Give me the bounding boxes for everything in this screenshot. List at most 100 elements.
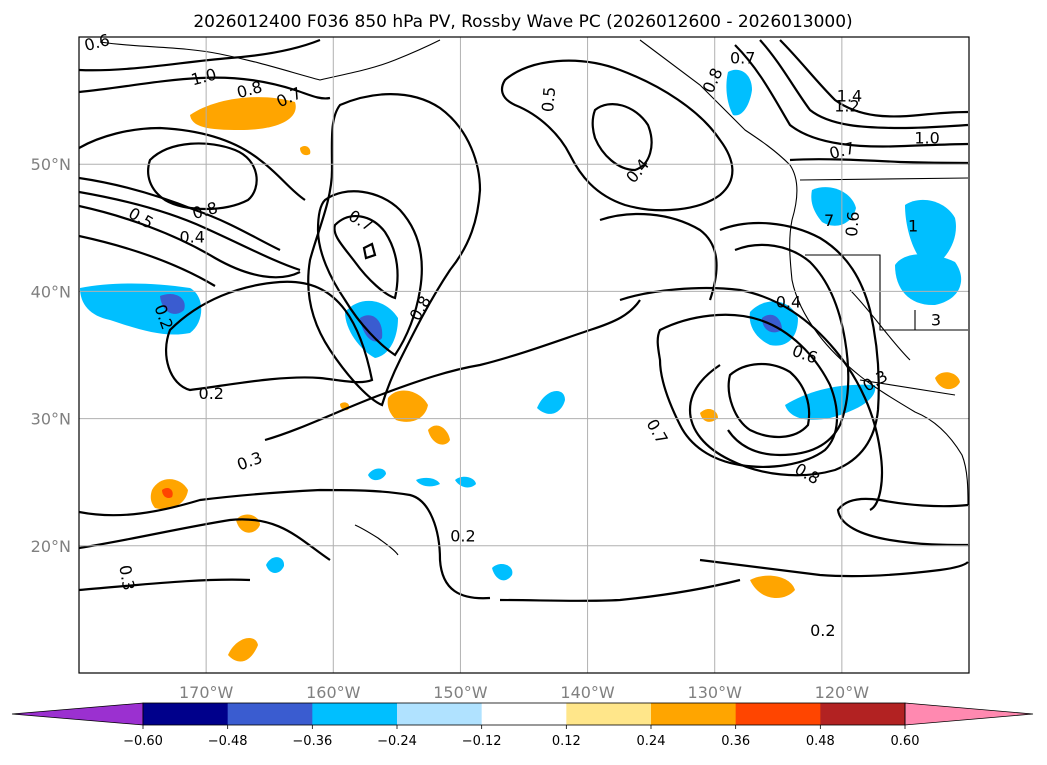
contour-label-text: 0.7 [730, 48, 755, 67]
colorbar-bin [143, 703, 229, 725]
pv-contour-trough [316, 190, 423, 357]
pv-contours [79, 38, 969, 602]
colorbar-extend-low [11, 702, 144, 726]
pos-pv-core [162, 487, 173, 499]
coastlines [99, 39, 969, 556]
pv-contour-line [779, 39, 969, 118]
contour-label-text: 3 [931, 310, 941, 329]
hawaii-islands [354, 524, 399, 556]
colorbar-bin [735, 703, 821, 725]
pv-shading [80, 69, 962, 662]
lon-tick-label: 170°W [179, 683, 234, 702]
pv-contour-line [727, 243, 850, 457]
colorbar-tick-label: 0.48 [806, 734, 835, 749]
pos-pv-blob [190, 97, 296, 130]
contour-label: 0.2 [199, 384, 224, 403]
colorbar-tick-label: 0.60 [891, 734, 920, 749]
pv-contour-loop [727, 362, 811, 439]
contour-label: 0.4 [776, 293, 801, 312]
pos-pv-blob [750, 575, 795, 599]
contour-label: 0.5 [538, 86, 559, 113]
pv-contour-ridge [500, 59, 734, 212]
state-border [805, 254, 916, 331]
pv-contour-line [599, 212, 718, 301]
colorbar-bin [820, 703, 906, 725]
pv-contour-line [836, 497, 969, 547]
colorbar-bin [397, 703, 483, 725]
pv-contour-line [79, 488, 491, 600]
pv-contour-trough [307, 93, 482, 407]
us-canada-border [799, 177, 969, 181]
pv-contour-line [79, 518, 331, 561]
colorbar-tick-label: −0.12 [462, 734, 502, 749]
pv-contour-line [79, 176, 281, 251]
contour-label: 1 [908, 216, 918, 235]
neg-pv-blob [905, 199, 956, 268]
pos-pv-blob [387, 390, 428, 422]
pv-contour-line [699, 558, 969, 578]
pv-contour-line [759, 39, 969, 130]
contour-label-text: 0.3 [115, 564, 138, 592]
pos-pv-blob [300, 145, 311, 156]
pos-pv-blob [228, 637, 258, 662]
lon-tick-label: 130°W [688, 683, 743, 702]
pv-contour-line [79, 76, 331, 100]
pos-pv-blob [428, 425, 450, 445]
north-america-coast [639, 39, 969, 506]
contour-label-text: 0.2 [450, 527, 475, 546]
neg-pv-blob [368, 468, 386, 481]
pv-contour-line [734, 44, 969, 148]
contour-label-text: 0.6 [842, 211, 863, 238]
colorbar-bin [312, 703, 398, 725]
neg-pv-blob [416, 477, 440, 487]
neg-pv-core [160, 293, 185, 314]
contour-label-text: 1.2 [834, 97, 859, 116]
state-border [849, 289, 911, 361]
contour-label: 1.4 [837, 87, 862, 106]
pv-contour-line [499, 578, 741, 602]
axis-tick-labels: 170°W 160°W 150°W 140°W 130°W 120°W 50°N 40°N 30… [31, 155, 870, 702]
map-panel [78, 36, 970, 674]
pv-contour-line [79, 38, 321, 72]
lat-tick-label: 40°N [31, 282, 71, 301]
neg-pv-blob [537, 390, 565, 414]
colorbar-tick-label: 0.12 [552, 734, 581, 749]
contour-label: 0.3 [115, 564, 138, 592]
pv-contour-trough [333, 215, 399, 300]
colorbar-tick-label: 0.36 [721, 734, 750, 749]
contour-label-text: 7 [824, 211, 834, 230]
colorbar-extend-high [904, 702, 1034, 726]
lon-tick-label: 140°W [560, 683, 615, 702]
colorbar-tick-label: 0.24 [637, 734, 666, 749]
lon-tick-label: 150°W [433, 683, 488, 702]
colorbar-tick-label: −0.36 [292, 734, 332, 749]
pv-contour-line [79, 204, 301, 279]
pv-contour-line [656, 313, 839, 468]
contour-label-text: 0.2 [199, 384, 224, 403]
pos-pv-blob [935, 372, 960, 390]
pv-contour-line [79, 234, 216, 287]
neg-pv-blob [726, 69, 752, 116]
neg-pv-blob [266, 557, 285, 573]
neg-pv-blob [811, 187, 856, 226]
contour-label: 0.6 [842, 211, 863, 238]
colorbar-tick-label: −0.60 [123, 734, 163, 749]
lon-tick-label: 120°W [815, 683, 870, 702]
pv-contour-line [789, 158, 969, 165]
contour-label-text: 1 [908, 216, 918, 235]
contour-label: 0.4 [179, 228, 204, 247]
colorbar-bin [227, 703, 313, 725]
neg-pv-core [360, 315, 383, 342]
contour-label-text: 1.0 [914, 128, 939, 147]
contour-label: 1.2 [834, 97, 859, 116]
us-mexico-border [859, 379, 956, 396]
pv-contour-line [79, 190, 301, 272]
neg-pv-blob [895, 254, 962, 306]
chart-title: 2026012400 F036 850 hPa PV, Rossby Wave … [193, 12, 852, 32]
contour-label-text: 0.5 [538, 86, 559, 113]
colorbar-tick-label: −0.24 [377, 734, 417, 749]
colorbar-bin [566, 703, 652, 725]
contour-label: 0.2 [450, 527, 475, 546]
lat-tick-label: 20°N [31, 537, 71, 556]
colorbar-bin [651, 703, 737, 725]
